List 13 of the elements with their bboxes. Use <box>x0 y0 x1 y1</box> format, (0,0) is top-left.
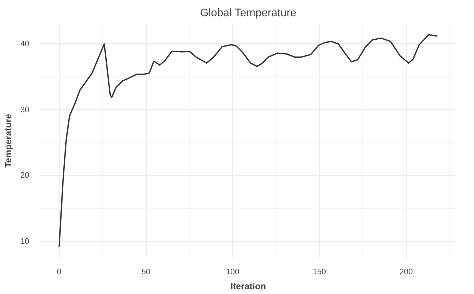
y-tick-label: 30 <box>20 105 30 114</box>
y-tick-label: 20 <box>20 171 30 180</box>
y-tick-label: 40 <box>20 40 30 49</box>
x-tick-label: 50 <box>142 268 152 276</box>
x-tick-label: 200 <box>400 268 414 276</box>
x-tick-label: 150 <box>312 268 327 276</box>
y-axis-title: Temperature <box>4 114 14 168</box>
x-axis-title: Iteration <box>230 282 266 292</box>
chart-title: Global Temperature <box>200 8 297 20</box>
line-series <box>58 34 438 248</box>
x-tick-label: 0 <box>57 268 62 276</box>
y-tick-label: 10 <box>20 237 30 246</box>
x-tick-label: 100 <box>226 268 240 276</box>
